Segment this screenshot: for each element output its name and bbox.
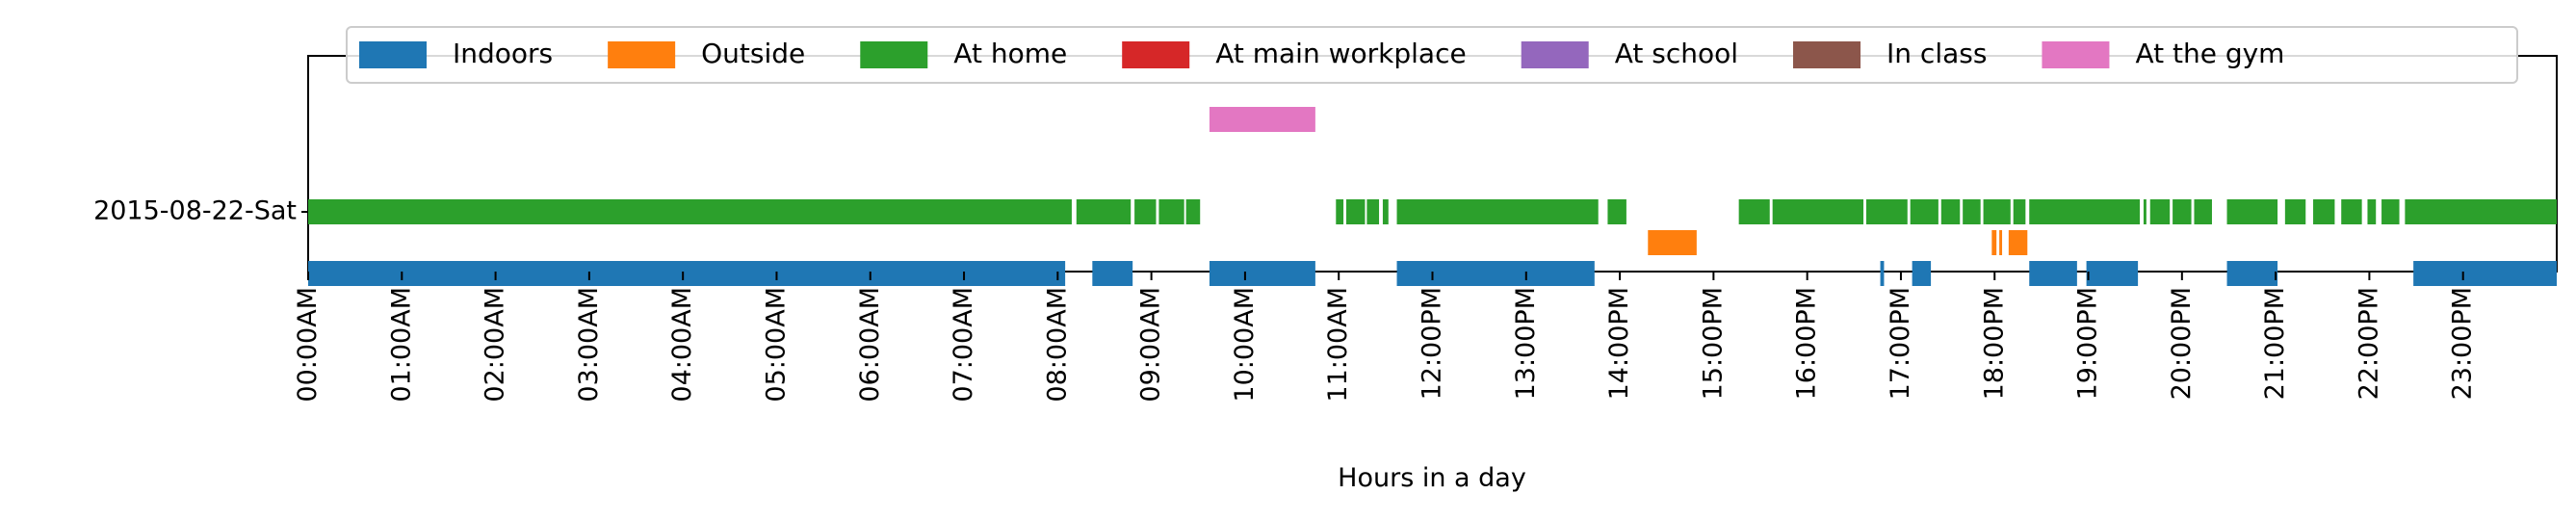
x-tick-label: 01:00AM: [386, 287, 416, 403]
bar-indoors: [2226, 261, 2278, 286]
x-tick-label: 09:00AM: [1136, 287, 1166, 403]
x-tick-label: 16:00PM: [1792, 287, 1822, 400]
bar-at-home: [2013, 199, 2026, 224]
x-tick-label: 00:00AM: [293, 287, 323, 403]
plot-area: [307, 55, 2558, 286]
x-tick-label: 10:00AM: [1230, 287, 1260, 403]
x-tick-label: 23:00PM: [2448, 287, 2478, 400]
legend-swatch: [860, 41, 928, 68]
bar-at-home: [1940, 199, 1961, 224]
bar-indoors: [1396, 261, 1595, 286]
legend-label: In class: [1886, 38, 1987, 69]
x-tick-label: 02:00AM: [481, 287, 510, 403]
bar-indoors: [1209, 261, 1315, 286]
axes-frame: [307, 55, 2558, 273]
x-tick-label: 12:00PM: [1418, 287, 1447, 400]
x-tick-label: 07:00AM: [949, 287, 978, 403]
bar-at-home: [1336, 199, 1344, 224]
legend-swatch: [2042, 41, 2110, 68]
bar-at-home: [1983, 199, 2011, 224]
x-tick-label: 03:00AM: [574, 287, 604, 403]
bar-at-home: [2029, 199, 2141, 224]
bar-at-home: [1865, 199, 1908, 224]
legend-label: At main workplace: [1215, 38, 1467, 69]
bar-outside: [1991, 230, 1997, 255]
bar-at-home: [2149, 199, 2171, 224]
bar-at-home: [1076, 199, 1132, 224]
bar-indoors: [1092, 261, 1133, 286]
bar-at-home: [2313, 199, 2335, 224]
legend-label: At home: [953, 38, 1067, 69]
bar-indoors: [2029, 261, 2077, 286]
x-tick-label: 08:00AM: [1042, 287, 1072, 403]
bar-indoors: [2413, 261, 2557, 286]
legend-swatch: [359, 41, 427, 68]
bar-at-home: [1910, 199, 1939, 224]
bar-outside: [1648, 230, 1697, 255]
legend-swatch: [1521, 41, 1589, 68]
bar-at-home: [1738, 199, 1770, 224]
legend: Indoors Outside At home At main workplace At…: [346, 26, 2518, 84]
x-tick-label: 21:00PM: [2260, 287, 2290, 400]
x-tick-label: 05:00AM: [761, 287, 791, 403]
bar-at-home: [2194, 199, 2212, 224]
bar-at-home: [2381, 199, 2400, 224]
bar-at-home: [1382, 199, 1389, 224]
bar-at-home: [2284, 199, 2306, 224]
bar-at-home: [1158, 199, 1184, 224]
bar-at-home: [2341, 199, 2362, 224]
x-tick-label: 04:00AM: [667, 287, 697, 403]
x-axis-label: Hours in a day: [1338, 463, 1526, 493]
bar-at-home: [1607, 199, 1626, 224]
legend-frame: [346, 26, 2518, 84]
bar-at-home: [1134, 199, 1157, 224]
bar-indoors: [308, 261, 1066, 286]
bar-indoors: [1880, 261, 1885, 286]
legend-label: At school: [1615, 38, 1738, 69]
bar-at-home: [1185, 199, 1201, 224]
bar-at-the-gym: [1209, 107, 1315, 132]
x-tick-label: 17:00PM: [1886, 287, 1915, 400]
x-tick-label: 11:00AM: [1323, 287, 1353, 403]
legend-label: At the gym: [2135, 38, 2284, 69]
bar-indoors: [1912, 261, 1932, 286]
bar-indoors: [2086, 261, 2139, 286]
x-tick-label: 18:00PM: [1979, 287, 2009, 400]
legend-swatch: [608, 41, 676, 68]
bar-at-home: [1963, 199, 1981, 224]
bar-outside: [2008, 230, 2028, 255]
bar-at-home: [2367, 199, 2377, 224]
bar-at-home: [1345, 199, 1366, 224]
legend-label: Outside: [701, 38, 805, 69]
bar-at-home: [2405, 199, 2557, 224]
y-axis: 2015-08-22-Sat: [93, 196, 308, 226]
x-tick-label: 19:00PM: [2073, 287, 2103, 400]
bar-at-home: [2173, 199, 2192, 224]
x-tick-label: 22:00PM: [2354, 287, 2383, 400]
bar-at-home: [1396, 199, 1599, 224]
bar-at-home: [1366, 199, 1380, 224]
y-tick-label: 2015-08-22-Sat: [93, 196, 297, 226]
bar-at-home: [1772, 199, 1864, 224]
x-tick-label: 14:00PM: [1604, 287, 1634, 400]
bar-at-home: [2143, 199, 2147, 224]
x-axis: 00:00AM 01:00AM 02:00AM 03:00AM 04:00AM 05:00…: [293, 272, 2478, 403]
x-tick-label: 06:00AM: [855, 287, 885, 403]
bar-at-home: [308, 199, 1072, 224]
legend-swatch: [1122, 41, 1190, 68]
bar-at-home: [2226, 199, 2278, 224]
x-tick-label: 13:00PM: [1511, 287, 1541, 400]
x-tick-label: 15:00PM: [1698, 287, 1728, 400]
bars-layer: [308, 107, 2557, 286]
legend-label: Indoors: [453, 38, 553, 69]
x-tick-label: 20:00PM: [2167, 287, 2197, 400]
bar-outside: [1999, 230, 2003, 255]
legend-swatch: [1793, 41, 1861, 68]
